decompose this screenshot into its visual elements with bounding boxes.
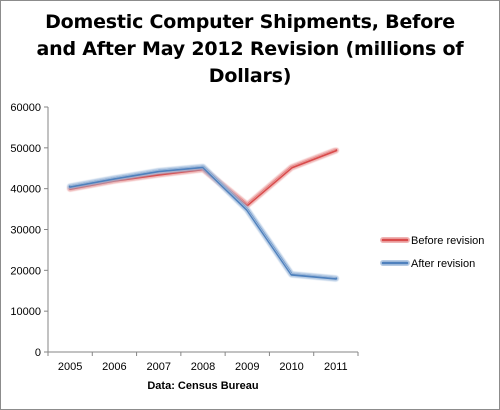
series-line (68, 165, 338, 280)
x-tick-label: 2006 (102, 361, 126, 373)
y-tick-label: 10000 (10, 306, 41, 318)
source-note: Data: Census Bureau (147, 380, 258, 392)
legend-label: After revision (411, 258, 475, 270)
chart-title: Domestic Computer Shipments, Before and … (1, 9, 499, 90)
chart-title-line-1: Domestic Computer Shipments, Before (45, 11, 455, 33)
y-tick-label: 20000 (10, 265, 41, 277)
y-tick-label: 0 (35, 347, 41, 359)
series-layer (67, 147, 339, 282)
x-tick-label: 2009 (235, 361, 259, 373)
data-point (290, 273, 293, 276)
data-point (113, 177, 116, 180)
y-tick-label: 30000 (10, 225, 41, 237)
data-point (69, 185, 72, 188)
x-tick-label: 2011 (324, 361, 348, 373)
data-point (202, 166, 205, 169)
series-after-revision (67, 164, 339, 282)
y-tick-label: 60000 (10, 102, 41, 114)
series-line-highlight (70, 165, 336, 279)
data-point (290, 166, 293, 169)
data-point (334, 277, 337, 280)
data-point (157, 170, 160, 173)
legend-item-before-revision: Before revision (380, 235, 484, 247)
legend-label: Before revision (411, 235, 484, 247)
legend-item-after-revision: After revision (380, 258, 475, 270)
axes: 0 10000 20000 30000 40000 50000 60000 2005 2006 2… (10, 102, 359, 392)
x-tick-label: 2008 (191, 361, 215, 373)
data-point (334, 149, 337, 152)
chart-title-line-2: and After May 2012 Revision (millions of (36, 38, 464, 60)
y-tick-label: 40000 (10, 184, 41, 196)
legend: Before revision After revision (380, 235, 484, 270)
data-point (246, 209, 249, 212)
x-tick-label: 2005 (58, 361, 82, 373)
x-tick-label: 2010 (279, 361, 303, 373)
y-tick-label: 50000 (10, 143, 41, 155)
chart-title-line-3: Dollars) (208, 65, 292, 87)
x-tick-label: 2007 (146, 361, 170, 373)
